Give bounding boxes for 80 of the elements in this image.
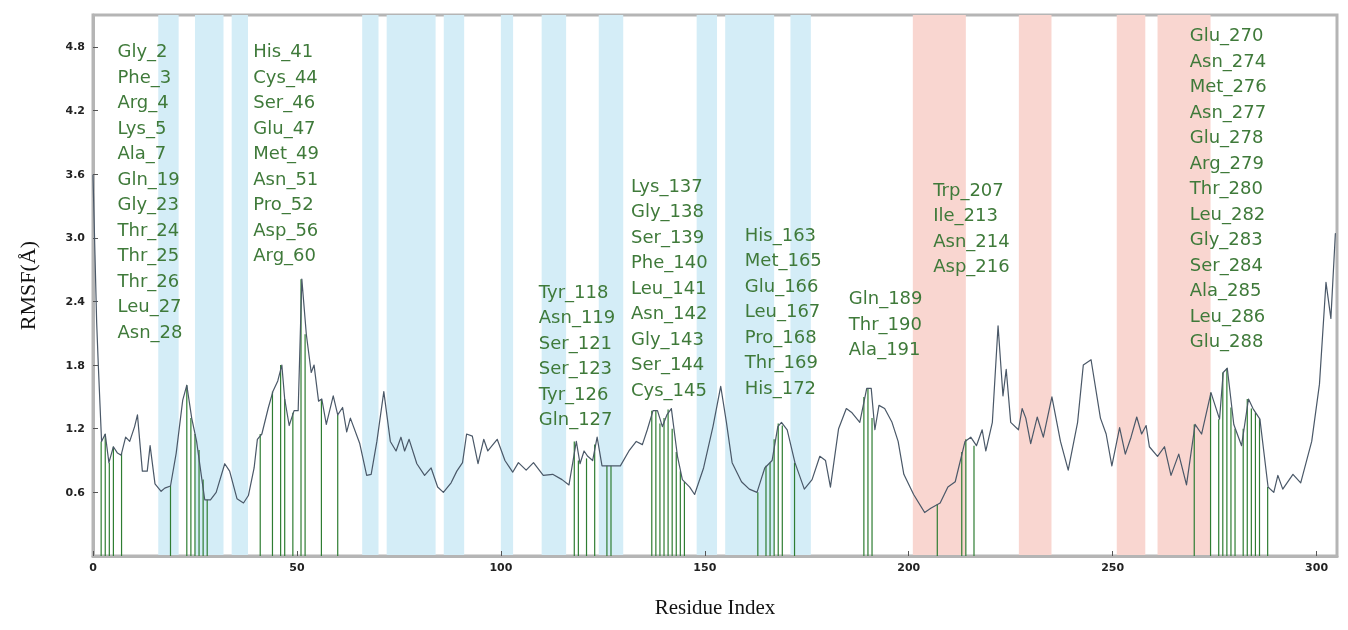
annotation: Tyr_126: [537, 382, 609, 405]
annotation: Lys_5: [117, 116, 167, 139]
x-tick-label: 200: [897, 561, 921, 574]
annotation: Pro_52: [253, 193, 314, 216]
annotation: Ser_139: [630, 225, 705, 248]
y-tick-label: 1.2: [65, 422, 85, 436]
annotation: Asp_216: [933, 255, 1010, 278]
annotation: Gln_189: [848, 287, 923, 310]
x-tick-label: 250: [1101, 561, 1125, 574]
annotation: Trp_207: [932, 178, 1004, 201]
annotation: Leu_167: [744, 300, 821, 323]
annotation: Arg_279: [1189, 151, 1264, 174]
annotation: Glu_47: [253, 116, 316, 139]
annotation: Thr_26: [116, 269, 180, 292]
annotation: Gln_127: [538, 408, 613, 431]
annotation: Cys_145: [630, 378, 707, 401]
annotation: Ala_285: [1189, 279, 1262, 302]
annotation: His_163: [744, 223, 817, 246]
annotation: Thr_25: [116, 244, 180, 267]
y-tick-label: 3.0: [65, 231, 86, 245]
annotation: Arg_4: [117, 91, 169, 114]
annotation: Asn_142: [630, 302, 708, 325]
annotation: Leu_286: [1189, 304, 1266, 327]
annotation: Ser_46: [253, 91, 316, 114]
annotation: Glu_278: [1189, 126, 1264, 149]
annotation: Met_49: [253, 142, 319, 165]
annotation: Asn_119: [538, 306, 616, 329]
annotation: Thr_280: [1188, 177, 1263, 200]
annotation: Leu_27: [117, 295, 182, 318]
annotation: Met_276: [1189, 75, 1267, 98]
annotation: Gly_138: [630, 200, 704, 223]
annotation: Gly_2: [117, 40, 168, 63]
x-tick-label: 100: [489, 561, 513, 574]
annotation: Asn_51: [253, 167, 319, 190]
x-tick-label: 150: [693, 561, 717, 574]
annotation: Gly_283: [1189, 228, 1263, 251]
annotation: Ala_7: [117, 142, 167, 165]
x-tick-label: 300: [1305, 561, 1329, 574]
annotation: Glu_166: [744, 274, 819, 297]
annotation: Cys_44: [253, 65, 318, 88]
annotation: Leu_141: [630, 276, 707, 299]
x-tick-label: 50: [289, 561, 305, 574]
annotation: Ser_284: [1189, 253, 1264, 276]
annotation: Asn_28: [117, 320, 183, 343]
y-tick-label: 0.6: [65, 485, 86, 499]
annotation: Leu_282: [1189, 202, 1266, 225]
annotation: Lys_137: [630, 174, 703, 197]
annotation: Thr_24: [116, 218, 180, 241]
annotation: Ala_191: [848, 338, 921, 361]
annotation: Asn_214: [933, 229, 1010, 252]
x-tick-label: 0: [89, 561, 98, 574]
annotation: Gln_19: [117, 167, 180, 190]
annotation: Ile_213: [933, 204, 998, 227]
annotation: Asn_274: [1189, 49, 1267, 72]
annotation: Arg_60: [253, 244, 317, 267]
annotation: Ser_144: [630, 353, 705, 376]
y-tick-label: 2.4: [65, 294, 86, 308]
y-tick-label: 4.8: [65, 40, 85, 54]
annotation: Thr_190: [847, 312, 922, 335]
annotation: Tyr_118: [537, 280, 609, 303]
annotation: Thr_169: [743, 351, 818, 374]
annotation: Glu_288: [1189, 330, 1264, 353]
annotation: Ser_121: [538, 331, 613, 354]
y-axis-title: RMSF(Å): [14, 240, 40, 331]
annotation: Pro_168: [744, 325, 817, 348]
y-tick-label: 1.8: [65, 358, 85, 372]
annotation: Glu_270: [1189, 24, 1264, 47]
y-tick-label: 3.6: [65, 167, 86, 181]
annotation: Met_165: [744, 249, 822, 272]
y-tick-label: 4.2: [65, 103, 85, 117]
annotation: Phe_140: [630, 251, 708, 274]
annotation: Asn_277: [1189, 100, 1267, 123]
annotation: Asp_56: [253, 218, 319, 241]
x-axis-title: Residue Index: [654, 594, 776, 619]
annotation: Phe_3: [117, 65, 172, 88]
annotation: His_172: [744, 376, 817, 399]
annotation: Gly_143: [630, 327, 704, 350]
annotation: Gly_23: [117, 193, 179, 216]
annotation: His_41: [253, 40, 314, 63]
annotation: Ser_123: [538, 357, 613, 380]
